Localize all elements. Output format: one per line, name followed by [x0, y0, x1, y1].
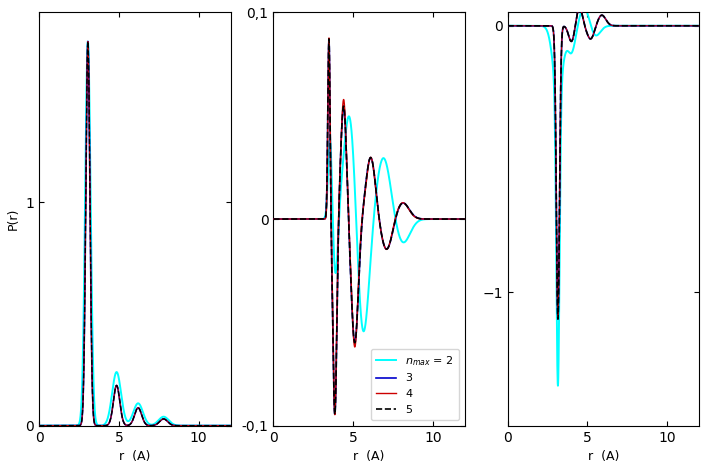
Legend: $n_{max}$ = 2, 3, 4, 5: $n_{max}$ = 2, 3, 4, 5	[371, 349, 460, 420]
Y-axis label: P(r): P(r)	[7, 208, 20, 230]
X-axis label: r  (A): r (A)	[354, 450, 385, 463]
X-axis label: r  (A): r (A)	[587, 450, 619, 463]
X-axis label: r  (A): r (A)	[119, 450, 150, 463]
